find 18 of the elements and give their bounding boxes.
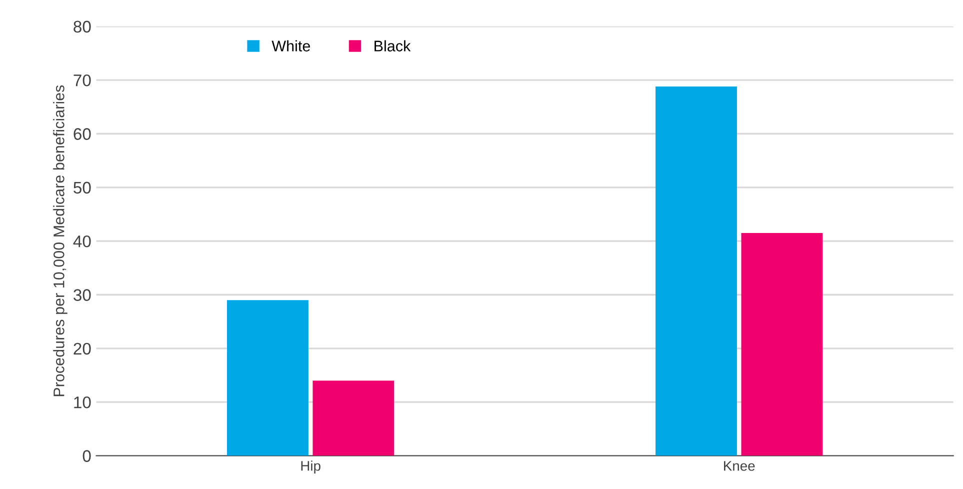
y-tick-label: 30 [74, 289, 91, 301]
y-tick-label: 20 [74, 342, 91, 355]
y-tick-label: 40 [73, 235, 91, 248]
y-tick-label: 60 [74, 128, 91, 140]
y-tick-label: 80 [74, 20, 91, 33]
bar [312, 380, 394, 456]
y-tick-label: 70 [74, 74, 91, 86]
y-tick-label: 50 [74, 182, 91, 194]
legend-label: White [272, 40, 310, 52]
legend-label: Black [374, 40, 411, 52]
bar [227, 300, 308, 456]
y-tick-label: 10 [74, 396, 91, 408]
bar [656, 86, 737, 456]
y-axis-title: Procedures per 10,000 Medicare beneficiaries [53, 85, 68, 396]
x-tick-label: Knee [724, 461, 755, 471]
bar [741, 233, 823, 456]
y-tick-label: 0 [82, 450, 91, 462]
x-tick-label: Hip [301, 460, 320, 474]
